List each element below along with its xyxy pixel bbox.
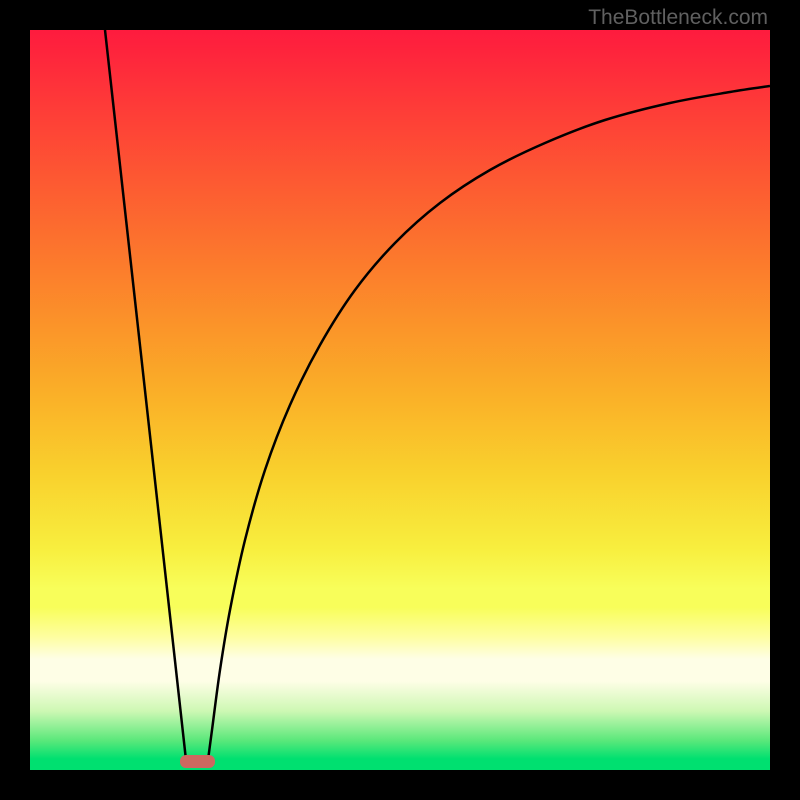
- watermark-text: TheBottleneck.com: [588, 6, 768, 30]
- right-curve: [208, 86, 770, 760]
- min-marker: [180, 755, 215, 768]
- left-curve: [105, 30, 186, 760]
- chart-frame: TheBottleneck.com: [0, 0, 800, 800]
- curve-layer: [30, 30, 770, 770]
- plot-area: [30, 30, 770, 770]
